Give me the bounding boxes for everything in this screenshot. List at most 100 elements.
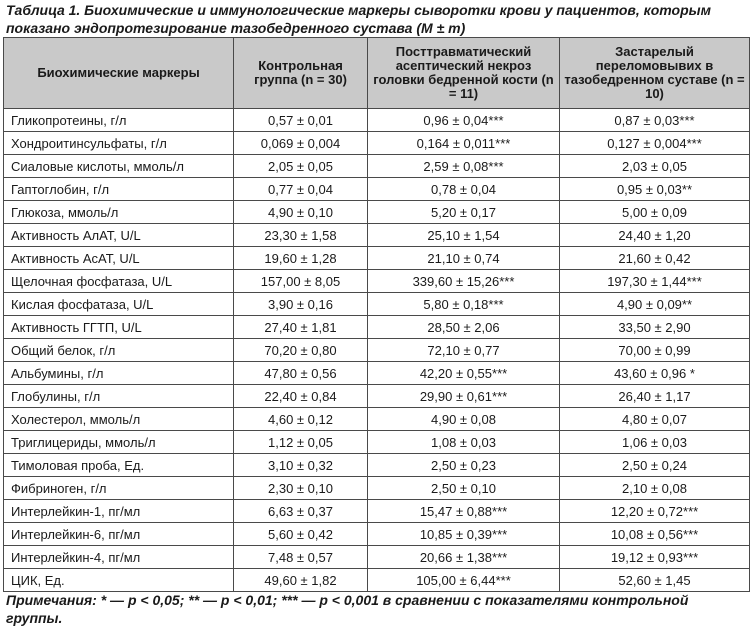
necrosis-value: 25,10 ± 1,54	[367, 223, 560, 247]
control-value: 49,60 ± 1,82	[233, 568, 368, 592]
table-row: ЦИК, Ед. 49,60 ± 1,82 105,00 ± 6,44*** 52,6…	[3, 568, 750, 592]
marker-name: Триглицериды, ммоль/л	[3, 430, 234, 454]
marker-name: ЦИК, Ед.	[3, 568, 234, 592]
marker-name: Хондроитинсульфаты, г/л	[3, 131, 234, 155]
table-row: Активность АсАТ, U/L 19,60 ± 1,28 21,10 ± …	[3, 246, 750, 270]
fracture-value: 0,87 ± 0,03***	[559, 108, 750, 132]
fracture-value: 0,127 ± 0,004***	[559, 131, 750, 155]
necrosis-value: 72,10 ± 0,77	[367, 338, 560, 362]
necrosis-value: 5,20 ± 0,17	[367, 200, 560, 224]
marker-name: Глобулины, г/л	[3, 384, 234, 408]
table-row: Хондроитинсульфаты, г/л 0,069 ± 0,004 0,16…	[3, 131, 750, 155]
marker-name: Активность АсАТ, U/L	[3, 246, 234, 270]
table-row: Гаптоглобин, г/л 0,77 ± 0,04 0,78 ± 0,04 0,…	[3, 177, 750, 201]
necrosis-value: 20,66 ± 1,38***	[367, 545, 560, 569]
necrosis-value: 105,00 ± 6,44***	[367, 568, 560, 592]
control-value: 4,90 ± 0,10	[233, 200, 368, 224]
table-row: Гликопротеины, г/л 0,57 ± 0,01 0,96 ± 0,04…	[3, 108, 750, 132]
marker-name: Альбумины, г/л	[3, 361, 234, 385]
necrosis-value: 15,47 ± 0,88***	[367, 499, 560, 523]
fracture-value: 43,60 ± 0,96 *	[559, 361, 750, 385]
necrosis-value: 21,10 ± 0,74	[367, 246, 560, 270]
marker-name: Интерлейкин-1, пг/мл	[3, 499, 234, 523]
necrosis-value: 10,85 ± 0,39***	[367, 522, 560, 546]
control-value: 22,40 ± 0,84	[233, 384, 368, 408]
necrosis-value: 2,50 ± 0,23	[367, 453, 560, 477]
marker-name: Холестерол, ммоль/л	[3, 407, 234, 431]
fracture-value: 10,08 ± 0,56***	[559, 522, 750, 546]
table-row: Кислая фосфатаза, U/L 3,90 ± 0,16 5,80 ± 0…	[3, 292, 750, 316]
fracture-value: 70,00 ± 0,99	[559, 338, 750, 362]
fracture-value: 1,06 ± 0,03	[559, 430, 750, 454]
header-markers: Биохимические маркеры	[3, 37, 234, 109]
control-value: 2,05 ± 0,05	[233, 154, 368, 178]
fracture-value: 12,20 ± 0,72***	[559, 499, 750, 523]
necrosis-value: 2,59 ± 0,08***	[367, 154, 560, 178]
necrosis-value: 42,20 ± 0,55***	[367, 361, 560, 385]
necrosis-value: 4,90 ± 0,08	[367, 407, 560, 431]
table-row: Активность ГГТП, U/L 27,40 ± 1,81 28,50 ± …	[3, 315, 750, 339]
table-row: Тимоловая проба, Ед. 3,10 ± 0,32 2,50 ± 0,…	[3, 453, 750, 477]
marker-name: Интерлейкин-6, пг/мл	[3, 522, 234, 546]
fracture-value: 21,60 ± 0,42	[559, 246, 750, 270]
header-fracture-group: Застарелый переломовывих в тазобедренном…	[559, 37, 750, 109]
marker-name: Общий белок, г/л	[3, 338, 234, 362]
fracture-value: 0,95 ± 0,03**	[559, 177, 750, 201]
necrosis-value: 0,164 ± 0,011***	[367, 131, 560, 155]
table-body: Гликопротеины, г/л 0,57 ± 0,01 0,96 ± 0,04…	[3, 108, 750, 592]
control-value: 3,90 ± 0,16	[233, 292, 368, 316]
marker-name: Гаптоглобин, г/л	[3, 177, 234, 201]
necrosis-value: 1,08 ± 0,03	[367, 430, 560, 454]
table-row: Интерлейкин-6, пг/мл 5,60 ± 0,42 10,85 ± 0…	[3, 522, 750, 546]
control-value: 23,30 ± 1,58	[233, 223, 368, 247]
fracture-value: 26,40 ± 1,17	[559, 384, 750, 408]
fracture-value: 4,80 ± 0,07	[559, 407, 750, 431]
necrosis-value: 5,80 ± 0,18***	[367, 292, 560, 316]
fracture-value: 5,00 ± 0,09	[559, 200, 750, 224]
control-value: 27,40 ± 1,81	[233, 315, 368, 339]
table-notes: Примечания: * — р < 0,05; ** — р < 0,01;…	[6, 592, 689, 626]
table-row: Общий белок, г/л 70,20 ± 0,80 72,10 ± 0,77…	[3, 338, 750, 362]
fracture-value: 4,90 ± 0,09**	[559, 292, 750, 316]
marker-name: Активность ГГТП, U/L	[3, 315, 234, 339]
control-value: 2,30 ± 0,10	[233, 476, 368, 500]
control-value: 19,60 ± 1,28	[233, 246, 368, 270]
control-value: 5,60 ± 0,42	[233, 522, 368, 546]
necrosis-value: 0,96 ± 0,04***	[367, 108, 560, 132]
table-row: Глобулины, г/л 22,40 ± 0,84 29,90 ± 0,61**…	[3, 384, 750, 408]
control-value: 157,00 ± 8,05	[233, 269, 368, 293]
fracture-value: 52,60 ± 1,45	[559, 568, 750, 592]
fracture-value: 2,50 ± 0,24	[559, 453, 750, 477]
necrosis-value: 339,60 ± 15,26***	[367, 269, 560, 293]
control-value: 3,10 ± 0,32	[233, 453, 368, 477]
control-value: 70,20 ± 0,80	[233, 338, 368, 362]
fracture-value: 197,30 ± 1,44***	[559, 269, 750, 293]
control-value: 47,80 ± 0,56	[233, 361, 368, 385]
header-control-group: Контрольная группа (n = 30)	[233, 37, 368, 109]
marker-name: Сиаловые кислоты, ммоль/л	[3, 154, 234, 178]
table-row: Интерлейкин-4, пг/мл 7,48 ± 0,57 20,66 ± 1…	[3, 545, 750, 569]
marker-name: Кислая фосфатаза, U/L	[3, 292, 234, 316]
control-value: 1,12 ± 0,05	[233, 430, 368, 454]
control-value: 6,63 ± 0,37	[233, 499, 368, 523]
control-value: 4,60 ± 0,12	[233, 407, 368, 431]
table-row: Щелочная фосфатаза, U/L 157,00 ± 8,05 339,…	[3, 269, 750, 293]
fracture-value: 24,40 ± 1,20	[559, 223, 750, 247]
control-value: 0,57 ± 0,01	[233, 108, 368, 132]
table-row: Активность АлАТ, U/L 23,30 ± 1,58 25,10 ± …	[3, 223, 750, 247]
marker-name: Гликопротеины, г/л	[3, 108, 234, 132]
table-row: Альбумины, г/л 47,80 ± 0,56 42,20 ± 0,55**…	[3, 361, 750, 385]
fracture-value: 19,12 ± 0,93***	[559, 545, 750, 569]
table-header-row: Биохимические маркеры Контрольная группа…	[3, 37, 750, 109]
control-value: 0,069 ± 0,004	[233, 131, 368, 155]
table-row: Сиаловые кислоты, ммоль/л 2,05 ± 0,05 2,59…	[3, 154, 750, 178]
marker-name: Фибриноген, г/л	[3, 476, 234, 500]
table-row: Глюкоза, ммоль/л 4,90 ± 0,10 5,20 ± 0,17 5,…	[3, 200, 750, 224]
marker-name: Щелочная фосфатаза, U/L	[3, 269, 234, 293]
necrosis-value: 29,90 ± 0,61***	[367, 384, 560, 408]
table-row: Интерлейкин-1, пг/мл 6,63 ± 0,37 15,47 ± 0…	[3, 499, 750, 523]
control-value: 7,48 ± 0,57	[233, 545, 368, 569]
table-row: Триглицериды, ммоль/л 1,12 ± 0,05 1,08 ± 0…	[3, 430, 750, 454]
biomarkers-table: Биохимические маркеры Контрольная группа…	[3, 37, 750, 592]
